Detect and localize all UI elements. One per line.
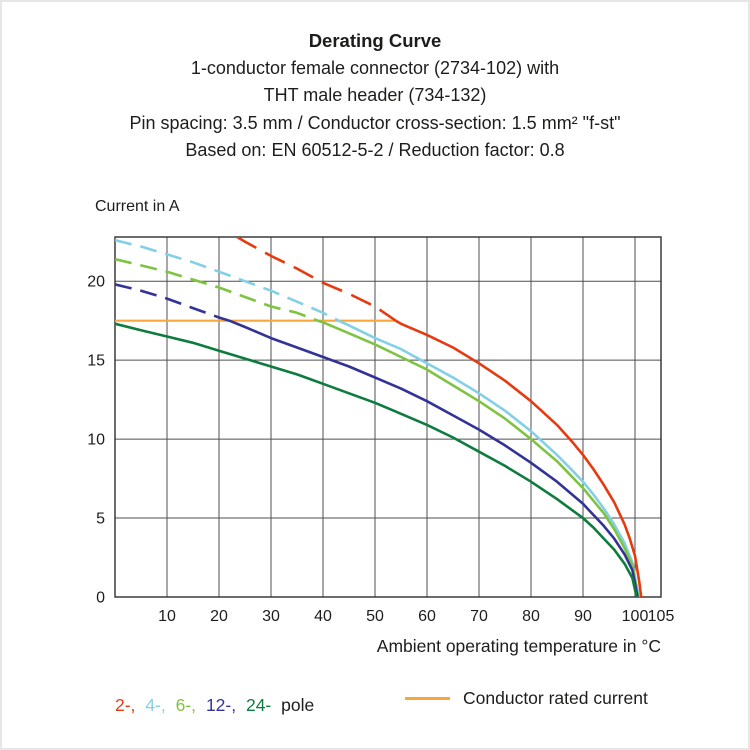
x-tick-label: 90 xyxy=(574,608,592,625)
x-axis-label: Ambient operating temperature in °C xyxy=(376,636,661,656)
y-tick-label: 5 xyxy=(96,511,105,528)
y-tick-label: 0 xyxy=(96,590,105,607)
subtitle-line-3: Pin spacing: 3.5 mm / Conductor cross-se… xyxy=(129,112,621,133)
series-6-pole-solid xyxy=(317,319,640,597)
legend-pole-12: 12-, xyxy=(205,695,237,715)
x-tick-label: 60 xyxy=(418,608,436,625)
rated-current-label: Conductor rated current xyxy=(463,688,648,708)
x-tick-label: 70 xyxy=(470,608,488,625)
x-tick-label: 10 xyxy=(158,608,176,625)
series-6-pole-dashed xyxy=(115,257,319,322)
x-tick-label: 105 xyxy=(648,608,675,625)
series-4-pole-dashed xyxy=(115,238,340,322)
series-12-pole-dashed xyxy=(115,283,230,322)
series-4-pole-solid xyxy=(338,319,640,597)
x-tick-label: 20 xyxy=(210,608,228,625)
subtitle-line-4: Based on: EN 60512-5-2 / Reduction facto… xyxy=(185,140,565,160)
pole-legend: 2-, 4-, 6-, 12-, 24- pole xyxy=(115,695,319,716)
y-axis-label: Current in A xyxy=(95,198,180,215)
legend-pole-2: 2-, xyxy=(115,695,136,715)
rated-current-line-swatch xyxy=(405,697,450,700)
page-title: Derating Curve xyxy=(308,30,442,51)
x-tick-label: 50 xyxy=(366,608,384,625)
plot-frame xyxy=(114,236,662,598)
subtitle-line-1: 1-conductor female connector (2734-102) … xyxy=(190,57,560,78)
x-tick-label: 40 xyxy=(314,608,332,625)
title-block: Derating Curve 1-conductor female connec… xyxy=(0,27,750,165)
rated-current-legend: Conductor rated current xyxy=(405,688,648,709)
series-12-pole-solid xyxy=(228,319,639,597)
legend-pole-24: 24- xyxy=(245,695,272,715)
legend-pole-4: 4-, xyxy=(145,695,166,715)
x-tick-label: 30 xyxy=(262,608,280,625)
x-tick-label: 80 xyxy=(522,608,540,625)
series-2-pole-dashed xyxy=(236,237,397,322)
subtitle-line-2: THT male header (734-132) xyxy=(263,85,487,105)
series-2-pole-solid xyxy=(395,319,643,597)
y-tick-label: 10 xyxy=(87,432,105,449)
y-tick-label: 20 xyxy=(87,274,105,291)
y-tick-label: 15 xyxy=(87,353,105,370)
x-tick-label: 100 xyxy=(622,608,649,625)
legend-pole-suffix: pole xyxy=(281,695,315,715)
series-24-pole xyxy=(115,322,638,597)
legend-pole-6: 6-, xyxy=(175,695,197,715)
